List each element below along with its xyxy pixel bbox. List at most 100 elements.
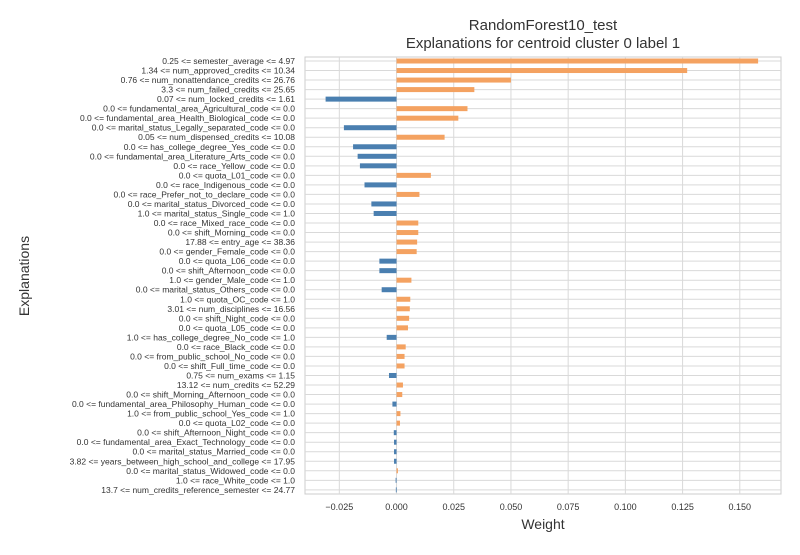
y-tick-label: 1.0 <= has_college_degree_No_code <= 1.0: [127, 332, 296, 342]
y-tick-label: 13.12 <= num_credits <= 52.29: [177, 380, 295, 390]
bar: [381, 287, 397, 293]
bar: [396, 220, 419, 226]
bar: [394, 458, 397, 464]
bar: [395, 487, 397, 493]
y-tick-label: 0.0 <= gender_Female_code <= 0.0: [159, 247, 295, 257]
x-tick-label: 0.100: [614, 502, 637, 512]
bar: [396, 77, 511, 83]
bar: [396, 68, 688, 74]
y-tick-label: 0.0 <= fundamental_area_Philosophy_Human…: [72, 399, 295, 409]
chart-title: RandomForest10_test: [469, 17, 618, 34]
bar: [396, 106, 468, 112]
bar: [396, 239, 418, 245]
y-tick-label: 0.0 <= marital_status_Widowed_code <= 0.…: [126, 466, 295, 476]
x-tick-label: 0.025: [442, 502, 465, 512]
x-tick-label: 0.050: [500, 502, 523, 512]
y-tick-label: 0.76 <= num_nonattendance_credits <= 26.…: [121, 75, 296, 85]
bar: [396, 325, 408, 331]
y-tick-label: 0.0 <= marital_status_Others_code <= 0.0: [136, 285, 296, 295]
bar: [379, 268, 397, 274]
y-tick-label: 1.0 <= gender_Male_code <= 1.0: [169, 275, 295, 285]
bar: [379, 258, 397, 264]
bar: [396, 172, 431, 178]
y-tick-label: 0.0 <= race_Prefer_not_to_declare_code <…: [114, 189, 296, 199]
y-tick-label: 0.05 <= num_dispensed_credits <= 10.08: [138, 132, 295, 142]
bar: [396, 344, 406, 350]
y-tick-label: 1.0 <= from_public_school_Yes_code <= 1.…: [127, 409, 295, 419]
bar: [394, 449, 397, 455]
x-axis-label: Weight: [521, 516, 564, 532]
y-tick-label: 1.34 <= num_approved_credits <= 10.34: [141, 66, 295, 76]
bar: [325, 96, 397, 102]
y-tick-label: 0.0 <= shift_Night_code <= 0.0: [179, 313, 296, 323]
bar: [396, 115, 459, 121]
bar-layer: [325, 58, 759, 493]
x-tick-labels: −0.025 0.000 0.025 0.050 0.075 0.100 0.125 0.15…: [325, 502, 751, 512]
y-tick-label: 13.7 <= num_credits_reference_semester <…: [101, 485, 295, 495]
y-tick-label: 0.0 <= race_Indigenous_code <= 0.0: [156, 180, 295, 190]
x-tick-label: 0.125: [671, 502, 694, 512]
y-tick-label: 1.0 <= race_White_code <= 1.0: [176, 475, 295, 485]
bar: [396, 191, 420, 197]
bar: [373, 210, 397, 216]
bar: [396, 392, 403, 398]
y-tick-label: 0.0 <= has_college_degree_Yes_code <= 0.…: [124, 142, 296, 152]
bar: [396, 58, 759, 64]
y-tick-label: 0.0 <= race_Black_code <= 0.0: [177, 342, 295, 352]
bar: [394, 439, 397, 445]
bar: [396, 315, 410, 321]
bar: [393, 430, 397, 436]
y-tick-labels: 0.25 <= semester_average <= 4.971.34 <= …: [70, 56, 296, 495]
y-tick-label: 0.0 <= fundamental_area_Exact_Technology…: [77, 437, 296, 447]
x-tick-label: 0.150: [729, 502, 752, 512]
y-tick-label: 3.01 <= num_disciplines <= 16.56: [167, 304, 295, 314]
y-tick-label: 0.0 <= from_public_school_No_code <= 0.0: [130, 351, 295, 361]
y-tick-label: 3.3 <= num_failed_credits <= 25.65: [161, 85, 295, 95]
x-tick-label: 0.000: [385, 502, 408, 512]
y-tick-label: 0.0 <= fundamental_area_Health_Biologica…: [80, 113, 295, 123]
bar: [396, 134, 445, 140]
bar: [364, 182, 397, 188]
y-tick-label: 3.82 <= years_between_high_school_and_co…: [70, 456, 296, 466]
y-tick-label: 0.07 <= num_locked_credits <= 1.61: [157, 94, 295, 104]
bar: [396, 468, 398, 474]
bar: [396, 353, 405, 359]
y-tick-label: 1.0 <= quota_OC_code <= 1.0: [180, 294, 295, 304]
y-tick-label: 0.0 <= quota_L02_code <= 0.0: [179, 418, 296, 428]
y-tick-label: 1.0 <= marital_status_Single_code <= 1.0: [138, 208, 296, 218]
bar: [396, 230, 419, 236]
bar: [396, 277, 412, 283]
y-tick-label: 0.0 <= marital_status_Divorced_code <= 0…: [128, 199, 296, 209]
bar: [396, 249, 417, 255]
y-tick-label: 0.0 <= marital_status_Legally_separated_…: [92, 123, 295, 133]
bar: [396, 411, 401, 417]
y-tick-label: 0.0 <= race_Mixed_race_code <= 0.0: [154, 218, 296, 228]
bar: [353, 144, 397, 150]
y-tick-label: 0.0 <= marital_status_Married_code <= 0.…: [132, 447, 295, 457]
bar: [343, 125, 397, 131]
y-tick-label: 0.75 <= num_exams <= 1.15: [186, 370, 295, 380]
bar: [396, 87, 475, 93]
bar: [396, 296, 411, 302]
y-tick-label: 0.0 <= fundamental_area_Agricultural_cod…: [103, 104, 295, 114]
plot-area: [304, 56, 782, 495]
y-tick-label: 0.0 <= quota_L01_code <= 0.0: [179, 170, 296, 180]
y-tick-label: 0.0 <= shift_Full_time_code <= 0.0: [164, 361, 295, 371]
grid-layer: [305, 57, 781, 494]
bar: [392, 401, 397, 407]
x-tick-label: 0.075: [557, 502, 580, 512]
bar: [396, 382, 403, 388]
bar: [359, 163, 397, 169]
x-tick-label: −0.025: [325, 502, 353, 512]
y-tick-label: 0.0 <= quota_L05_code <= 0.0: [179, 323, 296, 333]
y-tick-label: 0.0 <= shift_Morning_code <= 0.0: [168, 228, 295, 238]
bar: [357, 153, 397, 159]
y-tick-label: 0.0 <= quota_L06_code <= 0.0: [179, 256, 296, 266]
y-axis-label: Explanations: [16, 236, 32, 316]
bar: [371, 201, 397, 207]
y-tick-label: 0.0 <= race_Yellow_code <= 0.0: [173, 161, 295, 171]
bar: [386, 334, 397, 340]
y-tick-label: 0.0 <= shift_Afternoon_code <= 0.0: [162, 266, 296, 276]
